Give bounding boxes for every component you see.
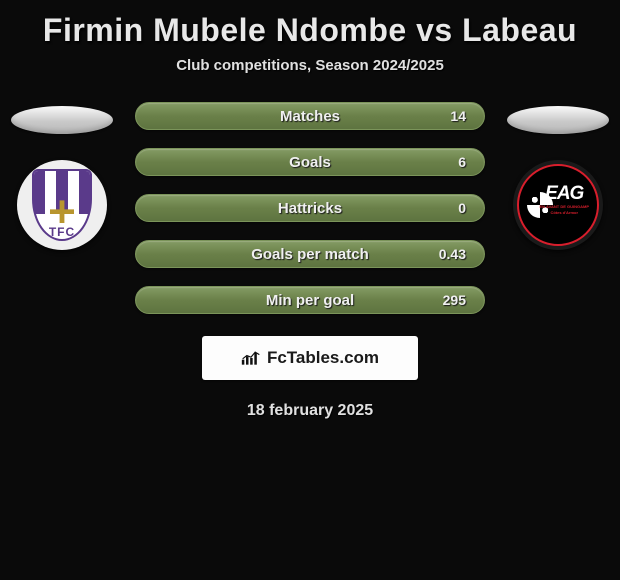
stat-label: Goals per match <box>251 246 369 263</box>
right-player-avatar-placeholder <box>507 106 609 134</box>
stat-row-matches: Matches 14 <box>135 102 485 130</box>
stat-value-right: 6 <box>458 154 466 170</box>
stat-row-goals: Goals 6 <box>135 148 485 176</box>
comparison-row: TFC Matches 14 Goals 6 Hattricks 0 Goals… <box>0 102 620 314</box>
stat-row-hattricks: Hattricks 0 <box>135 194 485 222</box>
eag-badge: EAG EN AVANT DE GUINGAMP Côtes d'Armor <box>517 164 599 246</box>
tfc-crest-label: TFC <box>49 225 75 239</box>
left-team-crest: TFC <box>17 160 107 250</box>
stat-row-goals-per-match: Goals per match 0.43 <box>135 240 485 268</box>
stat-label: Goals <box>289 154 331 171</box>
source-logo[interactable]: FcTables.com <box>202 336 418 380</box>
tfc-shield: TFC <box>32 169 92 241</box>
stats-column: Matches 14 Goals 6 Hattricks 0 Goals per… <box>135 102 485 314</box>
stat-value-right: 295 <box>443 292 466 308</box>
eag-crest-label: EAG <box>545 184 583 203</box>
subtitle: Club competitions, Season 2024/2025 <box>176 57 444 74</box>
infographic-date: 18 february 2025 <box>247 402 373 420</box>
eag-text-wrap: EAG EN AVANT DE GUINGAMP Côtes d'Armor <box>540 184 589 216</box>
stat-value-right: 0.43 <box>439 246 466 262</box>
left-player-avatar-placeholder <box>11 106 113 134</box>
infographic-root: Firmin Mubele Ndombe vs Labeau Club comp… <box>0 0 620 420</box>
stat-value-right: 14 <box>450 108 466 124</box>
right-team-crest: EAG EN AVANT DE GUINGAMP Côtes d'Armor <box>513 160 603 250</box>
left-player-column: TFC <box>7 102 117 250</box>
source-logo-text: FcTables.com <box>267 348 379 368</box>
eag-crest-sub2: Côtes d'Armor <box>550 211 578 215</box>
page-title: Firmin Mubele Ndombe vs Labeau <box>33 10 587 57</box>
right-player-column: EAG EN AVANT DE GUINGAMP Côtes d'Armor <box>503 102 613 250</box>
stat-label: Min per goal <box>266 292 354 309</box>
stat-label: Matches <box>280 108 340 125</box>
bar-chart-icon <box>241 350 261 366</box>
stat-label: Hattricks <box>278 200 342 217</box>
stat-value-right: 0 <box>458 200 466 216</box>
eag-crest-sub1: EN AVANT DE GUINGAMP <box>540 205 589 209</box>
stat-row-min-per-goal: Min per goal 295 <box>135 286 485 314</box>
